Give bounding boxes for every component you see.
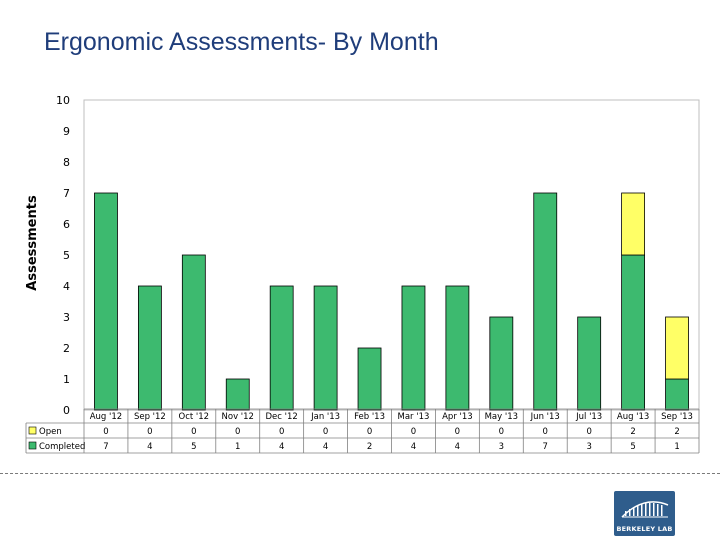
y-tick-label: 1 <box>63 373 70 386</box>
bar-completed <box>137 285 162 411</box>
category-label: Nov '12 <box>222 412 254 422</box>
category-label: Apr '13 <box>442 412 473 422</box>
y-tick-label: 10 <box>56 94 70 107</box>
data-label-completed: 4 <box>455 442 460 452</box>
bar-completed <box>489 316 514 411</box>
category-label: Jul '13 <box>575 412 602 422</box>
category-label: Feb '13 <box>354 412 385 422</box>
data-label-open: 0 <box>586 427 591 437</box>
bar-completed <box>533 192 558 411</box>
y-tick-label: 4 <box>63 280 70 293</box>
bar-completed <box>401 285 426 411</box>
y-tick-label: 6 <box>63 218 70 231</box>
data-label-completed: 4 <box>279 442 284 452</box>
data-label-completed: 7 <box>103 442 108 452</box>
data-label-completed: 5 <box>191 442 196 452</box>
data-label-completed: 2 <box>367 442 372 452</box>
data-label-completed: 3 <box>586 442 591 452</box>
bar-completed <box>225 378 250 411</box>
category-label: Aug '13 <box>617 412 649 422</box>
data-label-completed: 4 <box>411 442 416 452</box>
berkeley-lab-logo: BERKELEY LAB <box>614 491 675 536</box>
data-label-open: 0 <box>411 427 416 437</box>
y-tick-label: 2 <box>63 342 70 355</box>
data-label-open: 0 <box>323 427 328 437</box>
bar-open <box>665 316 689 380</box>
data-label-completed: 4 <box>147 442 152 452</box>
data-label-open: 0 <box>279 427 284 437</box>
y-tick-label: 9 <box>63 125 70 138</box>
category-label: Aug '12 <box>90 412 122 422</box>
category-label: Sep '13 <box>661 412 693 422</box>
bar-completed <box>181 254 206 411</box>
category-label: Mar '13 <box>398 412 430 422</box>
legend-key-completed <box>28 441 37 450</box>
bar-completed <box>445 285 470 411</box>
y-tick-label: 8 <box>63 156 70 169</box>
bar-completed <box>357 347 382 411</box>
legend-label-open: Open <box>39 427 62 437</box>
category-label: Jan '13 <box>310 412 340 422</box>
bar-completed <box>621 254 646 411</box>
bar-completed <box>577 316 602 411</box>
y-tick-label: 3 <box>63 311 70 324</box>
data-label-open: 0 <box>103 427 108 437</box>
data-label-completed: 1 <box>674 442 679 452</box>
data-label-completed: 5 <box>630 442 635 452</box>
y-tick-label: 5 <box>63 249 70 262</box>
data-label-open: 0 <box>235 427 240 437</box>
data-label-open: 0 <box>455 427 460 437</box>
data-label-open: 0 <box>543 427 548 437</box>
bar-open <box>621 192 646 256</box>
data-label-open: 0 <box>367 427 372 437</box>
plot-area <box>83 99 700 411</box>
data-label-open: 0 <box>147 427 152 437</box>
category-label: Oct '12 <box>179 412 210 422</box>
legend-key-open <box>28 426 37 435</box>
data-label-completed: 1 <box>235 442 240 452</box>
y-axis-label: Assessments <box>25 195 40 291</box>
category-label: May '13 <box>485 412 518 422</box>
logo-text: BERKELEY LAB <box>616 525 673 533</box>
berkeley-lab-logo-icon <box>621 501 669 518</box>
category-label: Jun '13 <box>530 412 560 422</box>
y-tick-label: 0 <box>63 404 70 417</box>
data-label-completed: 7 <box>543 442 548 452</box>
footer-divider <box>0 473 720 474</box>
data-label-completed: 3 <box>499 442 504 452</box>
bar-completed <box>665 378 689 411</box>
bar-completed <box>94 192 118 411</box>
bar-completed <box>313 285 338 411</box>
data-label-open: 0 <box>191 427 196 437</box>
data-label-open: 2 <box>674 427 679 437</box>
y-tick-label: 7 <box>63 187 70 200</box>
page-title: Ergonomic Assessments- By Month <box>44 28 439 56</box>
data-label-open: 2 <box>630 427 635 437</box>
data-label-open: 0 <box>499 427 504 437</box>
category-label: Dec '12 <box>266 412 298 422</box>
bar-completed <box>269 285 294 411</box>
data-label-completed: 4 <box>323 442 328 452</box>
category-label: Sep '12 <box>134 412 166 422</box>
legend-label-completed: Completed <box>39 442 85 452</box>
